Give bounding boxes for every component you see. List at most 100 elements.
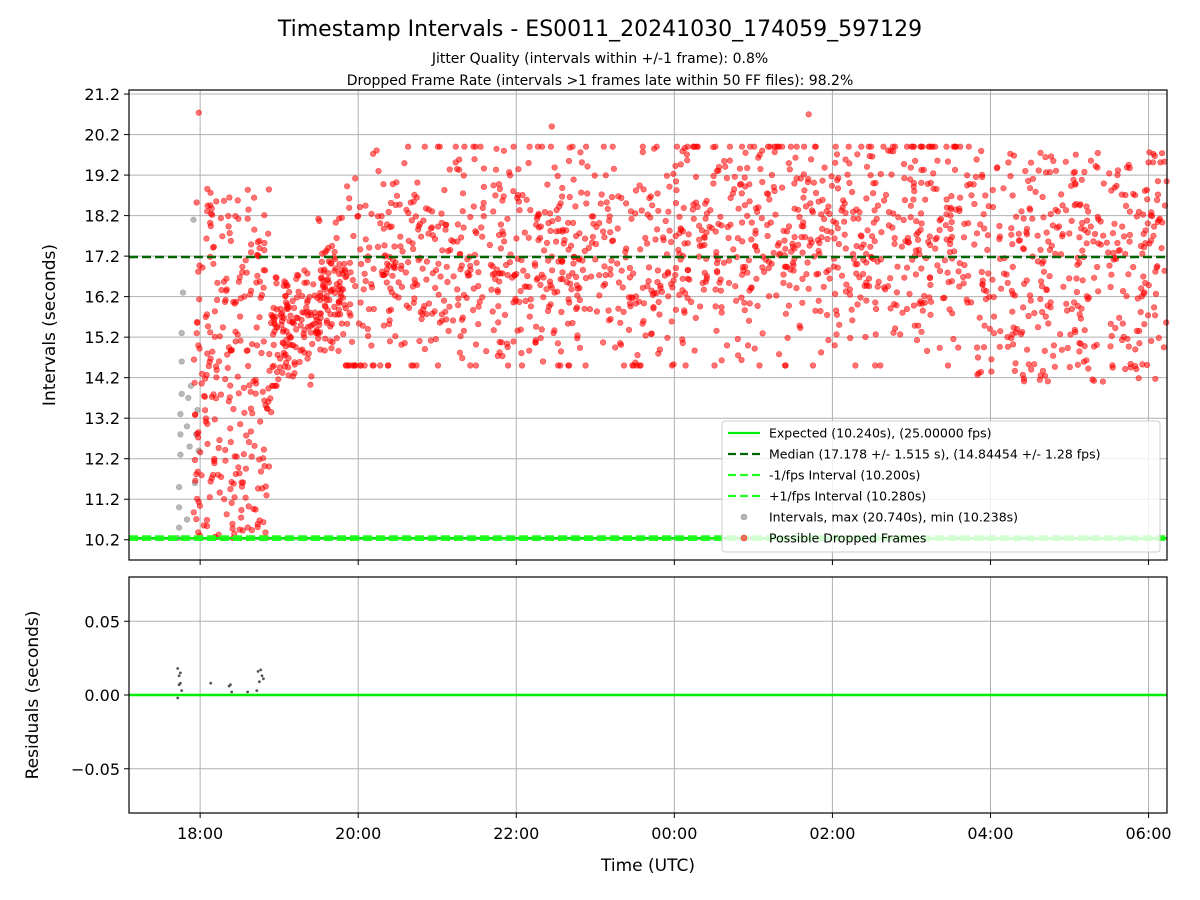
dropped-frame-point bbox=[256, 278, 264, 285]
dropped-frame-point bbox=[279, 369, 286, 376]
dropped-frame-point bbox=[318, 258, 325, 266]
dropped-frame-point bbox=[755, 154, 762, 161]
dropped-frame-point bbox=[1091, 230, 1099, 238]
dropped-frame-point bbox=[1087, 223, 1094, 230]
x-tick-label: 04:00 bbox=[967, 824, 1013, 843]
dropped-frame-point bbox=[1139, 361, 1146, 368]
dropped-frame-point bbox=[738, 143, 746, 150]
dropped-frame-point bbox=[342, 305, 349, 312]
dropped-frame-point bbox=[849, 208, 857, 215]
dropped-frame-point bbox=[308, 373, 315, 380]
dropped-frame-point bbox=[497, 245, 505, 252]
dropped-frame-point bbox=[1072, 151, 1079, 158]
dropped-frame-point bbox=[692, 314, 699, 322]
dropped-frame-point bbox=[193, 199, 200, 206]
dropped-frame-point bbox=[917, 210, 925, 217]
dropped-frame-point bbox=[514, 194, 521, 202]
dropped-frame-point bbox=[833, 151, 841, 158]
dropped-frame-point bbox=[816, 239, 823, 247]
dropped-frame-point bbox=[691, 347, 698, 354]
dropped-frame-point bbox=[328, 345, 335, 352]
dropped-frame-point bbox=[584, 163, 591, 170]
dropped-frame-point bbox=[581, 235, 589, 242]
dropped-frame-point bbox=[997, 328, 1004, 335]
dropped-frame-point bbox=[435, 260, 442, 267]
dropped-frame-point bbox=[437, 273, 444, 280]
dropped-frame-point bbox=[357, 246, 364, 253]
legend-label: Expected (10.240s), (25.00000 fps) bbox=[769, 426, 991, 441]
dropped-frame-point bbox=[734, 352, 742, 359]
residual-point bbox=[262, 677, 265, 681]
dropped-frame-point bbox=[274, 351, 281, 359]
dropped-frame-point bbox=[472, 362, 480, 369]
dropped-frame-point bbox=[979, 281, 986, 288]
dropped-frame-point bbox=[1111, 220, 1118, 227]
dropped-frame-point bbox=[863, 250, 870, 257]
dropped-frame-point bbox=[625, 326, 633, 334]
dropped-frame-point bbox=[702, 278, 709, 285]
intervals-y-tick-label: 20.2 bbox=[84, 126, 120, 145]
dropped-frame-point bbox=[480, 199, 487, 206]
dropped-frame-point bbox=[932, 245, 939, 252]
dropped-frame-point bbox=[911, 157, 919, 164]
dropped-frame-point bbox=[241, 409, 248, 416]
dropped-frame-point bbox=[1138, 285, 1145, 292]
residuals-y-tick-label: 0.05 bbox=[84, 612, 120, 631]
dropped-frame-point bbox=[1139, 211, 1147, 218]
dropped-frame-point bbox=[730, 246, 737, 253]
dropped-frame-point bbox=[225, 223, 232, 230]
dropped-frame-point bbox=[854, 301, 861, 308]
dropped-frame-point bbox=[746, 300, 753, 307]
dropped-frame-point bbox=[989, 276, 996, 283]
dropped-frame-point bbox=[665, 270, 672, 277]
dropped-frame-point bbox=[285, 364, 292, 371]
dropped-frame-point bbox=[1005, 159, 1012, 166]
dropped-frame-point bbox=[785, 160, 792, 167]
dropped-frame-point bbox=[293, 326, 300, 333]
dropped-frame-point bbox=[980, 211, 987, 218]
dropped-frame-point bbox=[738, 356, 745, 364]
dropped-frame-point bbox=[679, 287, 686, 294]
dropped-frame-point bbox=[546, 210, 554, 217]
dropped-frame-point bbox=[225, 344, 232, 351]
dropped-frame-point bbox=[527, 296, 534, 303]
dropped-frame-point bbox=[291, 370, 298, 377]
dropped-frame-point bbox=[874, 258, 881, 265]
dropped-frame-point bbox=[344, 320, 351, 327]
dropped-frame-point bbox=[614, 260, 621, 267]
dropped-frame-point bbox=[379, 271, 386, 279]
dropped-frame-point bbox=[782, 310, 790, 317]
dropped-frame-point bbox=[1144, 312, 1152, 319]
dropped-frame-point bbox=[667, 238, 675, 246]
dropped-frame-point bbox=[537, 281, 544, 289]
dropped-frame-point bbox=[696, 236, 703, 243]
dropped-frame-point bbox=[295, 288, 302, 295]
intervals-y-tick-label: 11.2 bbox=[84, 490, 120, 509]
dropped-frame-point bbox=[461, 143, 468, 150]
dropped-frame-point bbox=[747, 143, 754, 150]
dropped-frame-point bbox=[1087, 157, 1094, 164]
dropped-frame-point bbox=[891, 235, 898, 242]
dropped-frame-point bbox=[423, 276, 430, 283]
dropped-frame-point bbox=[247, 249, 255, 256]
dropped-frame-point bbox=[197, 449, 204, 456]
dropped-frame-point bbox=[553, 228, 560, 235]
dropped-frame-point bbox=[614, 225, 621, 232]
dropped-frame-point bbox=[668, 280, 675, 288]
dropped-frame-point bbox=[506, 259, 514, 266]
legend-label: Median (17.178 +/- 1.515 s), (14.84454 +… bbox=[769, 447, 1100, 462]
dropped-frame-point bbox=[237, 313, 244, 320]
dropped-frame-point bbox=[846, 286, 854, 293]
dropped-frame-point bbox=[364, 325, 371, 333]
dropped-frame-point bbox=[672, 306, 680, 313]
dropped-frame-point bbox=[374, 243, 382, 250]
dropped-frame-point bbox=[872, 362, 879, 369]
dropped-frame-point bbox=[644, 211, 651, 218]
dropped-frame-point bbox=[695, 253, 703, 260]
dropped-frame-point bbox=[520, 267, 527, 274]
dropped-frame-point bbox=[504, 344, 511, 351]
dropped-frame-point bbox=[387, 306, 395, 313]
dropped-frame-point bbox=[781, 263, 789, 270]
dropped-frame-point bbox=[252, 506, 259, 513]
dropped-frame-point bbox=[910, 196, 917, 203]
